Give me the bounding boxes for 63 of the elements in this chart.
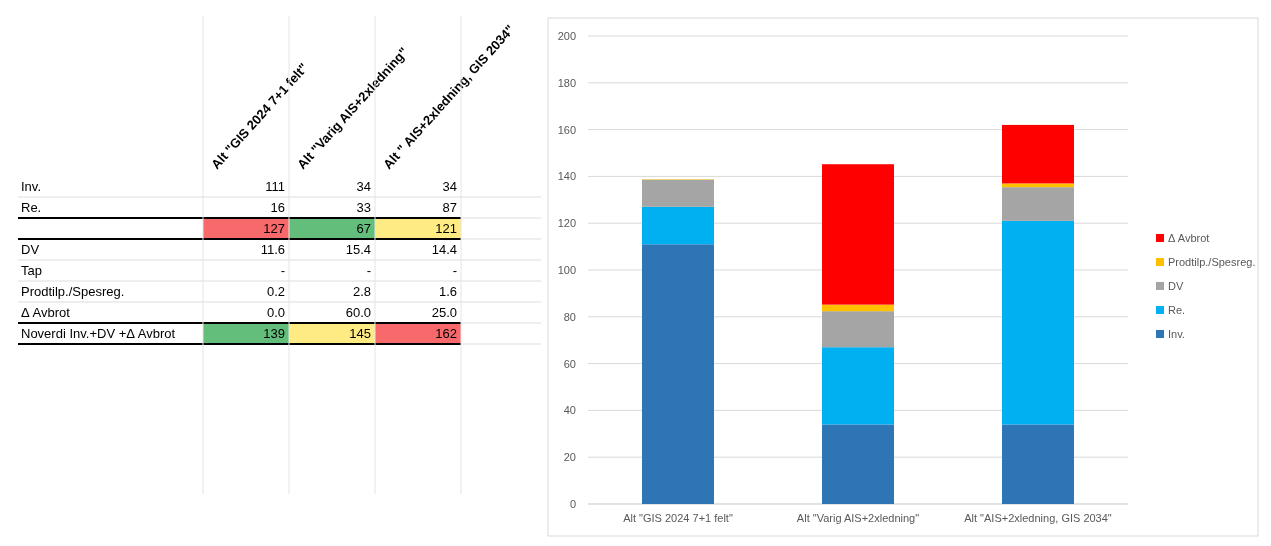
text: - <box>452 263 457 278</box>
text: 111 <box>265 179 285 194</box>
category-label: Tap <box>21 263 42 278</box>
text: 1.6 <box>438 284 457 299</box>
category-label: Re. <box>21 200 42 215</box>
y-tick-label: 0 <box>569 498 576 510</box>
category-label: Inv. <box>21 179 41 194</box>
bar <box>822 304 894 312</box>
bar <box>1002 183 1074 188</box>
bar <box>822 347 894 425</box>
bar <box>1002 124 1074 184</box>
text: 34 <box>356 179 371 194</box>
category-label: Prodtilp./Spesreg. <box>21 284 125 299</box>
bar <box>642 179 714 207</box>
legend-label: Prodtilp./Spesreg. <box>1168 256 1256 268</box>
y-tick-label: 200 <box>557 30 576 42</box>
bar <box>822 164 894 305</box>
y-tick-label: 160 <box>557 123 576 136</box>
text: 11.6 <box>260 242 285 257</box>
text: 16 <box>270 200 285 215</box>
y-tick-label: 120 <box>557 217 576 230</box>
text: 87 <box>442 200 457 215</box>
text: 33 <box>356 200 371 215</box>
bar <box>1002 424 1074 504</box>
text: 34 <box>442 179 457 194</box>
text: 2.8 <box>352 284 371 299</box>
text: 0.0 <box>266 305 285 320</box>
text: 67 <box>356 221 371 236</box>
y-tick-label: 140 <box>557 170 576 183</box>
y-tick-label: 100 <box>557 264 576 276</box>
legend-label: Inv. <box>1168 328 1185 340</box>
text: 139 <box>263 326 285 341</box>
text: 145 <box>349 326 371 341</box>
category-label: Noverdi Inv.+DV +Δ Avbrot <box>21 326 176 341</box>
x-tick-label: Alt "Varig AIS+2xledning" <box>796 512 920 524</box>
y-tick-label: 40 <box>563 404 576 417</box>
legend-label: Δ Avbrot <box>1168 232 1210 244</box>
x-tick-label: Alt "GIS 2024 7+1 felt" <box>623 512 733 524</box>
text: 25.0 <box>431 305 457 320</box>
y-tick-label: 60 <box>563 357 576 370</box>
text: 121 <box>435 221 457 236</box>
bar <box>642 244 714 504</box>
text: 60.0 <box>345 305 371 320</box>
text: 15.4 <box>345 242 371 257</box>
y-tick-label: 80 <box>563 310 576 323</box>
bar <box>822 311 894 348</box>
bar <box>1002 220 1074 425</box>
text: - <box>366 263 371 278</box>
bar <box>642 206 714 245</box>
text: 127 <box>263 221 285 236</box>
category-label: Δ Avbrot <box>21 305 70 320</box>
y-tick-label: 180 <box>557 76 576 89</box>
bar <box>822 424 894 504</box>
legend-label: Re. <box>1168 304 1186 316</box>
category-label: DV <box>21 242 40 257</box>
text: 162 <box>435 326 457 341</box>
text: 0.2 <box>266 284 285 299</box>
text: - <box>280 263 285 278</box>
y-tick-label: 20 <box>563 451 576 464</box>
legend-label: DV <box>1168 280 1184 292</box>
bar <box>1002 187 1074 221</box>
text: 14.4 <box>431 242 457 257</box>
x-tick-label: Alt "AIS+2xledning, GIS 2034" <box>964 512 1112 524</box>
